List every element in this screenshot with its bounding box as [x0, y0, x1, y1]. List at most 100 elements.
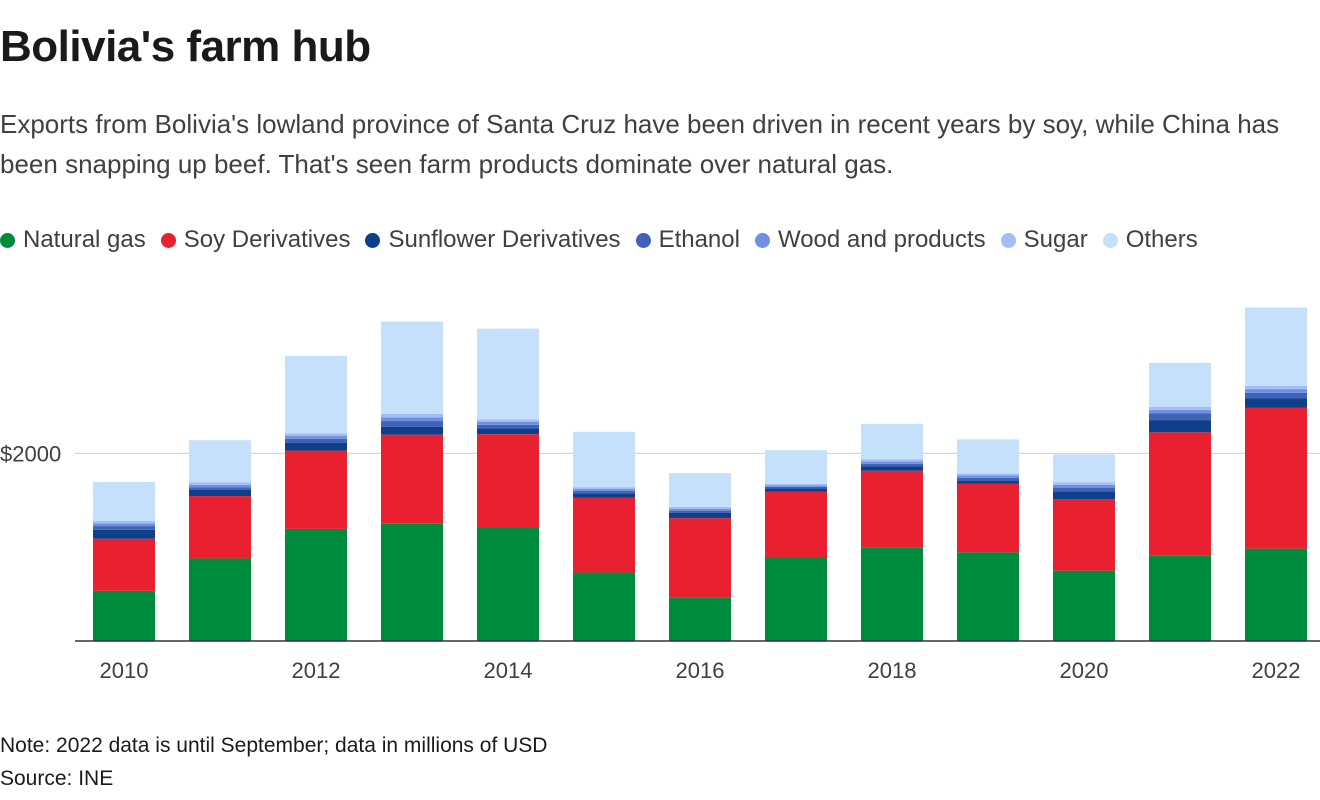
- bar-wood-and-products-2010: [93, 523, 155, 527]
- bar-sugar-2018: [861, 459, 923, 462]
- bar-others-2019: [957, 439, 1019, 474]
- chart-legend: Natural gas Soy Derivatives Sunflower Deri…: [0, 226, 1213, 254]
- legend-label: Others: [1125, 226, 1198, 253]
- chart-note: Note: 2022 data is until September; data…: [0, 734, 548, 757]
- legend-swatch-others: [1102, 232, 1118, 248]
- bar-natural-gas-2019: [957, 552, 1019, 641]
- chart-subtitle: Exports from Bolivia's lowland province …: [0, 109, 1280, 179]
- legend-item-sunflower-derivatives: Sunflower Derivatives: [365, 226, 621, 254]
- bar-natural-gas-2013: [381, 523, 443, 641]
- bar-stack-2018: [861, 423, 923, 641]
- bar-wood-and-products-2016: [669, 508, 731, 511]
- bar-sunflower-derivatives-2017: [765, 488, 827, 492]
- legend-item-wood-and-products: Wood and products: [754, 226, 986, 254]
- bar-ethanol-2018: [861, 463, 923, 467]
- legend-label: Wood and products: [777, 226, 986, 253]
- stacked-bar-chart: $2000 2010 2012 2014 2016 2018 2020 2022: [0, 307, 1320, 683]
- bar-ethanol-2012: [285, 438, 347, 443]
- x-tick-label: 2010: [100, 658, 149, 683]
- bar-ethanol-2020: [1053, 487, 1115, 492]
- legend-item-others: Others: [1102, 226, 1198, 254]
- bar-wood-and-products-2017: [765, 485, 827, 487]
- bar-soy-derivatives-2022: [1245, 407, 1307, 549]
- bar-sugar-2021: [1149, 406, 1211, 410]
- bar-others-2013: [381, 321, 443, 415]
- bar-natural-gas-2010: [93, 590, 155, 641]
- bar-soy-derivatives-2018: [861, 470, 923, 548]
- legend-label: Natural gas: [23, 226, 146, 253]
- bar-ethanol-2022: [1245, 392, 1307, 399]
- bar-sugar-2020: [1053, 482, 1115, 485]
- legend-label: Sunflower Derivatives: [388, 226, 621, 253]
- bar-soy-derivatives-2020: [1053, 499, 1115, 571]
- legend-swatch-sunflower-derivatives: [365, 232, 381, 248]
- bar-ethanol-2011: [189, 487, 251, 490]
- bar-natural-gas-2014: [477, 527, 539, 641]
- bar-wood-and-products-2013: [381, 417, 443, 422]
- bar-wood-and-products-2020: [1053, 484, 1115, 488]
- bar-sugar-2014: [477, 419, 539, 422]
- bar-soy-derivatives-2012: [285, 450, 347, 529]
- bar-soy-derivatives-2016: [669, 518, 731, 598]
- bar-soy-derivatives-2021: [1149, 432, 1211, 556]
- bar-stack-2020: [1053, 454, 1115, 641]
- bar-sugar-2016: [669, 506, 731, 509]
- bar-wood-and-products-2021: [1149, 409, 1211, 414]
- bar-others-2021: [1149, 362, 1211, 407]
- x-tick-label: 2018: [868, 658, 917, 683]
- bar-soy-derivatives-2017: [765, 491, 827, 558]
- x-tick-label: 2020: [1060, 658, 1109, 683]
- bar-sugar-2012: [285, 433, 347, 437]
- bar-ethanol-2021: [1149, 413, 1211, 421]
- legend-label: Sugar: [1023, 226, 1088, 253]
- bar-ethanol-2010: [93, 526, 155, 530]
- bar-soy-derivatives-2015: [573, 497, 635, 573]
- bar-sunflower-derivatives-2019: [957, 480, 1019, 484]
- bar-sunflower-derivatives-2020: [1053, 491, 1115, 500]
- bar-sunflower-derivatives-2021: [1149, 420, 1211, 433]
- bar-others-2018: [861, 423, 923, 460]
- bar-stack-2021: [1149, 362, 1211, 641]
- bar-ethanol-2017: [765, 486, 827, 489]
- bar-soy-derivatives-2014: [477, 434, 539, 528]
- bar-sunflower-derivatives-2014: [477, 428, 539, 435]
- bar-sugar-2013: [381, 414, 443, 418]
- bar-sunflower-derivatives-2016: [669, 512, 731, 519]
- bar-stack-2017: [765, 450, 827, 641]
- x-tick-label: 2012: [292, 658, 341, 683]
- legend-label: Soy Derivatives: [183, 226, 351, 253]
- bar-ethanol-2013: [381, 421, 443, 427]
- bar-others-2017: [765, 450, 827, 484]
- bar-stack-2019: [957, 439, 1019, 641]
- bar-sunflower-derivatives-2022: [1245, 398, 1307, 408]
- x-tick-label: 2022: [1252, 658, 1301, 683]
- legend-swatch-natural-gas: [0, 232, 15, 248]
- bar-others-2016: [669, 473, 731, 507]
- bar-stack-2012: [285, 355, 347, 641]
- legend-item-ethanol: Ethanol: [635, 226, 740, 254]
- bar-wood-and-products-2019: [957, 475, 1019, 478]
- chart-source: Source: INE: [0, 767, 114, 790]
- bar-others-2022: [1245, 307, 1307, 386]
- bar-soy-derivatives-2011: [189, 496, 251, 559]
- bar-sugar-2015: [573, 487, 635, 490]
- bar-others-2014: [477, 328, 539, 420]
- bar-soy-derivatives-2013: [381, 434, 443, 524]
- bar-stack-2016: [669, 473, 731, 641]
- bar-others-2011: [189, 440, 251, 483]
- legend-item-sugar: Sugar: [1000, 226, 1088, 254]
- bar-wood-and-products-2014: [477, 421, 539, 425]
- legend-swatch-ethanol: [635, 232, 651, 248]
- bar-others-2010: [93, 482, 155, 521]
- legend-swatch-wood-and-products: [754, 232, 770, 248]
- bar-natural-gas-2012: [285, 528, 347, 641]
- legend-item-soy-derivatives: Soy Derivatives: [160, 226, 351, 254]
- bar-others-2012: [285, 355, 347, 434]
- bar-natural-gas-2016: [669, 597, 731, 641]
- bar-sunflower-derivatives-2011: [189, 489, 251, 497]
- bar-natural-gas-2018: [861, 547, 923, 641]
- bar-stack-2013: [381, 321, 443, 641]
- legend-swatch-soy-derivatives: [160, 232, 176, 248]
- legend-swatch-sugar: [1000, 232, 1016, 248]
- bar-natural-gas-2015: [573, 572, 635, 641]
